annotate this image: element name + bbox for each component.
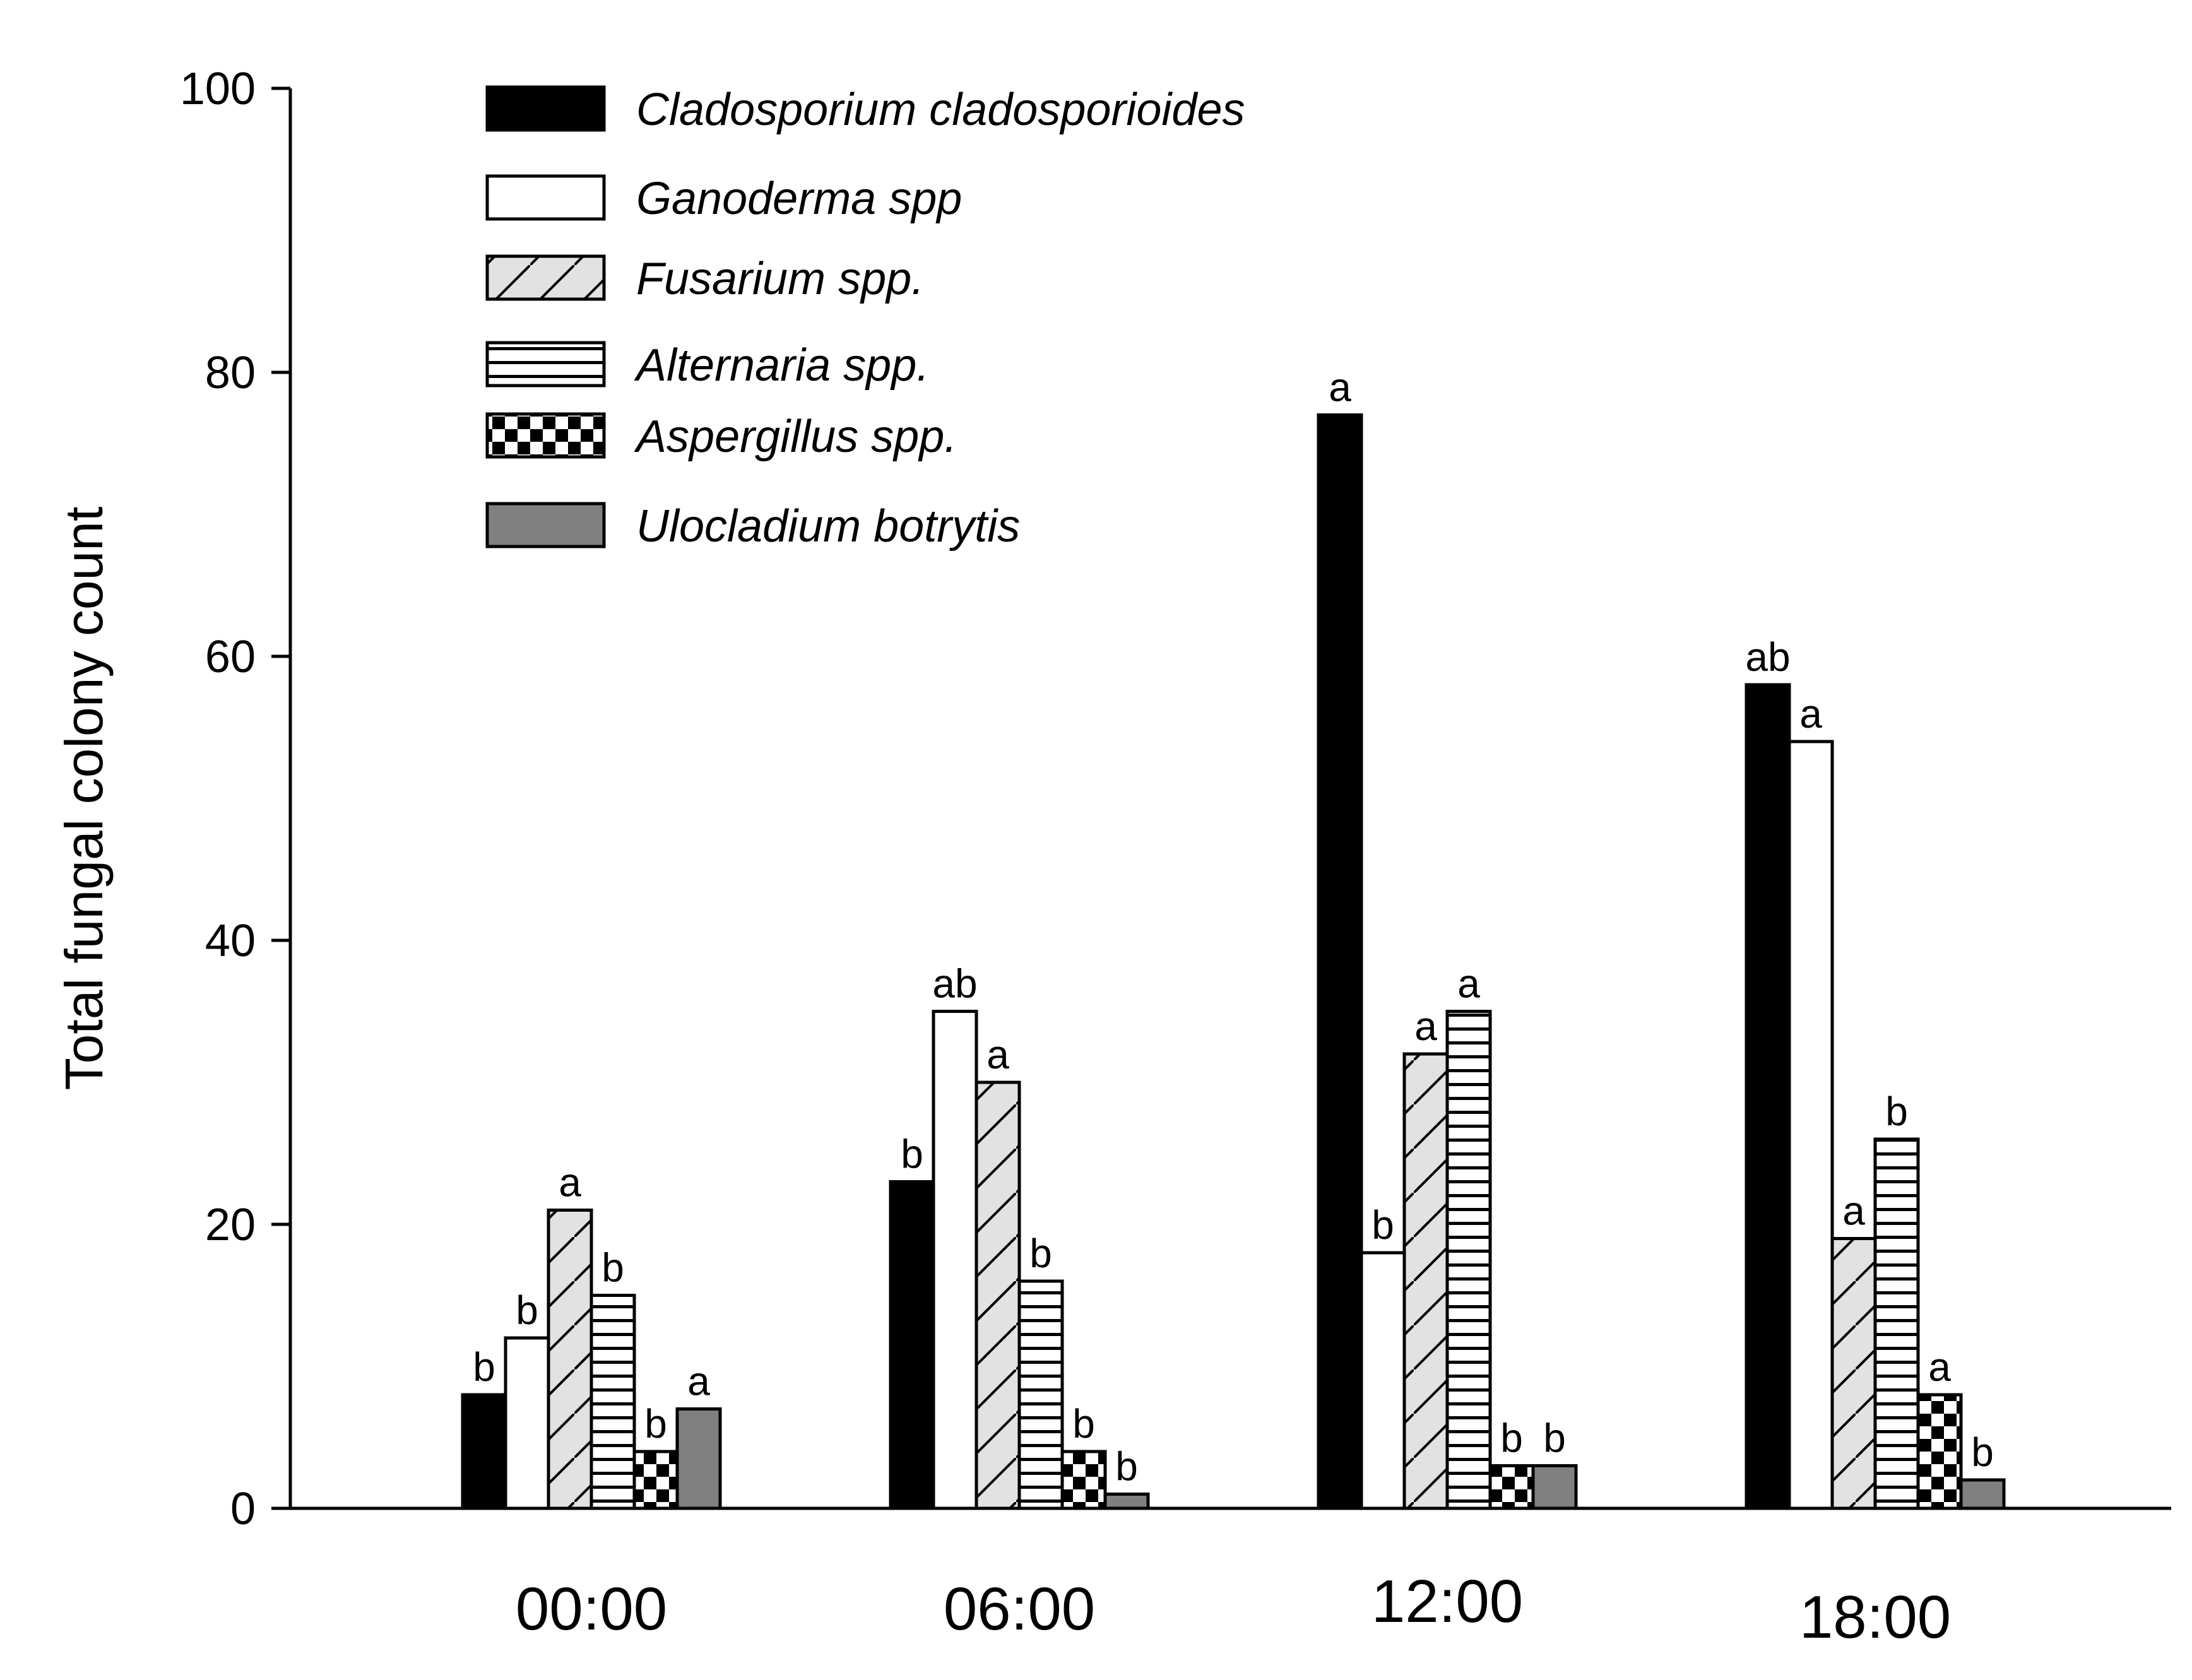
x-category-label: 18:00: [1799, 1583, 1951, 1651]
significance-letter: a: [1457, 961, 1480, 1007]
bar: [975, 1080, 1021, 1510]
bar: [889, 1180, 935, 1510]
legend-swatch: [485, 174, 606, 221]
bar: [1360, 1251, 1406, 1510]
significance-letter: a: [1799, 691, 1822, 736]
significance-letter: a: [986, 1032, 1009, 1077]
significance-letter: b: [1885, 1089, 1908, 1134]
bar: [632, 1450, 679, 1510]
x-category-label: 06:00: [944, 1575, 1095, 1643]
legend-label: Alternaria spp.: [634, 340, 929, 391]
y-tick-label: 80: [205, 348, 256, 398]
bar: [504, 1336, 550, 1510]
legend-swatch: [485, 85, 606, 132]
bar: [1017, 1279, 1064, 1510]
significance-letter: a: [1842, 1188, 1865, 1234]
x-category-label: 12:00: [1371, 1568, 1523, 1635]
y-tick-label: 40: [205, 916, 256, 966]
x-category-label: 00:00: [516, 1575, 667, 1643]
y-axis-title: Total fungal colony count: [54, 507, 114, 1091]
significance-letter: b: [1029, 1231, 1052, 1276]
y-tick-label: 0: [230, 1484, 256, 1534]
bar: [1531, 1464, 1578, 1510]
bar: [589, 1294, 636, 1510]
legend: Cladosporium cladosporioides Ganoderma sp…: [485, 85, 1245, 552]
significance-letter: b: [901, 1132, 923, 1177]
y-ticks: 0 20 40 60 80 100: [180, 64, 290, 1534]
legend-label: Cladosporium cladosporioides: [636, 85, 1245, 135]
bar: [1916, 1393, 1963, 1510]
significance-letter: b: [516, 1287, 538, 1333]
bar: [1959, 1478, 2006, 1510]
legend-swatch: [485, 341, 606, 387]
bars: [461, 413, 2006, 1510]
legend-swatch: [485, 412, 606, 459]
significance-letter: b: [1971, 1429, 1994, 1475]
legend-label: Aspergillus spp.: [634, 411, 957, 462]
bar: [1830, 1237, 1877, 1510]
bar: [1873, 1137, 1920, 1510]
significance-letter: b: [601, 1245, 624, 1291]
bar: [1317, 413, 1363, 1510]
bar: [932, 1010, 978, 1510]
legend-label: Fusarium spp.: [636, 254, 924, 304]
significance-letter: ab: [1745, 634, 1790, 680]
y-tick-label: 100: [180, 64, 256, 114]
bar: [1488, 1464, 1535, 1510]
bar: [1445, 1010, 1492, 1510]
significance-letter: a: [559, 1160, 581, 1205]
bar: [1402, 1052, 1449, 1510]
significance-letter: a: [1928, 1344, 1951, 1390]
bar: [675, 1407, 722, 1510]
significance-letter: a: [1414, 1003, 1437, 1049]
bar: [461, 1393, 507, 1510]
significance-letter: ab: [932, 961, 977, 1007]
bar: [1060, 1450, 1107, 1510]
legend-swatch: [485, 254, 606, 301]
significance-letter: b: [1072, 1401, 1095, 1446]
bar: [1103, 1493, 1150, 1510]
legend-label: Ganoderma spp: [636, 174, 962, 224]
legend-swatch: [485, 502, 606, 548]
significance-letter: b: [473, 1344, 495, 1390]
y-tick-label: 60: [205, 632, 256, 682]
bar: [547, 1209, 593, 1510]
significance-letter: b: [644, 1401, 667, 1446]
bar: [1745, 683, 1791, 1510]
significance-letter: b: [1543, 1416, 1566, 1461]
significance-letter: b: [1115, 1444, 1138, 1489]
significance-letter: a: [1329, 365, 1351, 410]
significance-letter: b: [1371, 1202, 1394, 1248]
bar: [1787, 740, 1834, 1510]
significance-letter: b: [1500, 1416, 1523, 1461]
legend-label: Ulocladium botrytis: [636, 501, 1020, 552]
y-tick-label: 20: [205, 1200, 256, 1250]
significance-letter: a: [687, 1359, 710, 1404]
x-category-labels: 00:00 06:00 12:00 18:00: [516, 1568, 1951, 1651]
